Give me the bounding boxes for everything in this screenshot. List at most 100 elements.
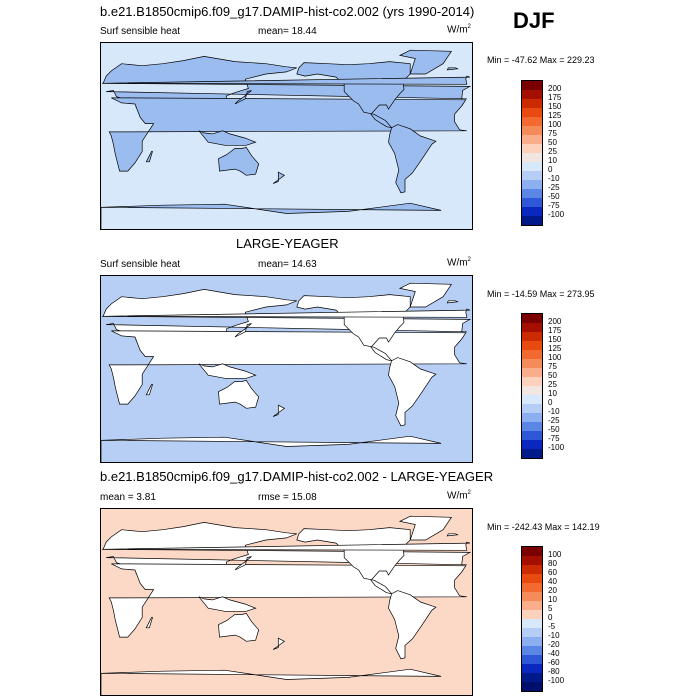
coastline-nz [272, 637, 286, 650]
coastline-uk [101, 308, 471, 318]
colorbar-swatch [522, 180, 542, 189]
colorbar-swatch [522, 198, 542, 207]
panel2-title: LARGE-YEAGER [236, 236, 339, 251]
colorbar-swatch [522, 547, 542, 556]
colorbar-swatch [522, 619, 542, 628]
panel2-mean-label: mean= 14.63 [258, 259, 317, 270]
coastline-iceland [446, 533, 459, 537]
panel1-map-svg [101, 43, 472, 229]
coastline-iceland [446, 67, 459, 71]
colorbar-swatch [522, 144, 542, 153]
coastline-antarctica [101, 435, 442, 462]
panel2-map [100, 275, 473, 463]
colorbar-swatch [522, 574, 542, 583]
panel2-minmax: Min = -14.59 Max = 273.95 [487, 289, 595, 299]
panel1-colorbar [521, 80, 543, 226]
panel3-map-svg [101, 509, 472, 695]
colorbar-swatch [522, 655, 542, 664]
panel3-title: b.e21.B1850cmip6.f09_g17.DAMIP-hist-co2.… [100, 469, 494, 484]
panel3-minmax: Min = -242.43 Max = 142.19 [487, 522, 600, 532]
coastline-samerica [388, 590, 437, 660]
colorbar-swatch [522, 556, 542, 565]
colorbar-swatch [522, 332, 542, 341]
colorbar-swatch [522, 592, 542, 601]
colorbar-swatch [522, 673, 542, 682]
colorbar-swatch [522, 601, 542, 610]
colorbar-swatch [522, 395, 542, 404]
coastline-australia [218, 613, 260, 642]
coastline-samerica [388, 357, 437, 427]
panel2-units: W/m2 [447, 257, 471, 269]
panel1-mean-label: mean= 18.44 [258, 26, 317, 37]
coastline-greenland [398, 49, 453, 75]
panel1-minmax: Min = -47.62 Max = 229.23 [487, 55, 595, 65]
colorbar-swatch [522, 646, 542, 655]
coastline-nz [272, 171, 286, 184]
colorbar-swatch [522, 565, 542, 574]
colorbar-swatch [522, 422, 542, 431]
coastline-samerica [388, 124, 437, 194]
colorbar-swatch [522, 440, 542, 449]
coastline-japan [234, 90, 252, 105]
colorbar-swatch [522, 108, 542, 117]
colorbar-swatch [522, 682, 542, 691]
colorbar-swatch [522, 431, 542, 440]
colorbar-swatch [522, 90, 542, 99]
panel2-variable-label: Surf sensible heat [100, 259, 181, 270]
colorbar-swatch [522, 359, 542, 368]
coastline-japan [234, 556, 252, 571]
colorbar-swatch [522, 350, 542, 359]
colorbar-swatch [522, 162, 542, 171]
colorbar-swatch [522, 314, 542, 323]
coastline-uk [101, 541, 471, 551]
colorbar-swatch [522, 377, 542, 386]
colorbar-swatch [522, 99, 542, 108]
panel1-map [100, 42, 473, 230]
coastline-indonesia [198, 130, 257, 146]
colorbar-swatch [522, 189, 542, 198]
coastline-antarctica [101, 668, 442, 695]
panel3-units: W/m2 [447, 490, 471, 502]
panel3-mean-label: mean = 3.81 [100, 492, 156, 503]
coastline-australia [218, 147, 260, 176]
colorbar-swatch [522, 171, 542, 180]
coastline-greenland [398, 282, 453, 308]
colorbar-swatch [522, 664, 542, 673]
colorbar-swatch [522, 449, 542, 458]
colorbar-swatch [522, 368, 542, 377]
panel1-units: W/m2 [447, 24, 471, 36]
coastline-iceland [446, 300, 459, 304]
coastline-madagascar [145, 617, 153, 629]
coastline-japan [234, 323, 252, 338]
colorbar-swatch [522, 323, 542, 332]
colorbar-swatch [522, 81, 542, 90]
colorbar-swatch [522, 135, 542, 144]
colorbar-swatch [522, 207, 542, 216]
panel1-title: b.e21.B1850cmip6.f09_g17.DAMIP-hist-co2.… [100, 4, 475, 19]
colorbar-swatch [522, 628, 542, 637]
panel1-variable-label: Surf sensible heat [100, 26, 181, 37]
colorbar-swatch [522, 341, 542, 350]
coastline-antarctica [101, 202, 442, 229]
panel3-colorbar [521, 546, 543, 692]
panel3-rmse-label: rmse = 15.08 [258, 492, 317, 503]
colorbar-swatch [522, 153, 542, 162]
colorbar-swatch [522, 117, 542, 126]
colorbar-swatch [522, 637, 542, 646]
colorbar-swatch [522, 404, 542, 413]
colorbar-swatch [522, 386, 542, 395]
colorbar-swatch [522, 216, 542, 225]
colorbar-swatch [522, 126, 542, 135]
coastline-uk [101, 75, 471, 85]
panel2-colorbar [521, 313, 543, 459]
panel2-map-svg [101, 276, 472, 462]
coastline-australia [218, 380, 260, 409]
coastline-indonesia [198, 363, 257, 379]
coastline-indonesia [198, 596, 257, 612]
colorbar-swatch [522, 583, 542, 592]
coastline-greenland [398, 515, 453, 541]
colorbar-swatch [522, 610, 542, 619]
coastline-nz [272, 404, 286, 417]
coastline-madagascar [145, 151, 153, 163]
coastline-madagascar [145, 384, 153, 396]
